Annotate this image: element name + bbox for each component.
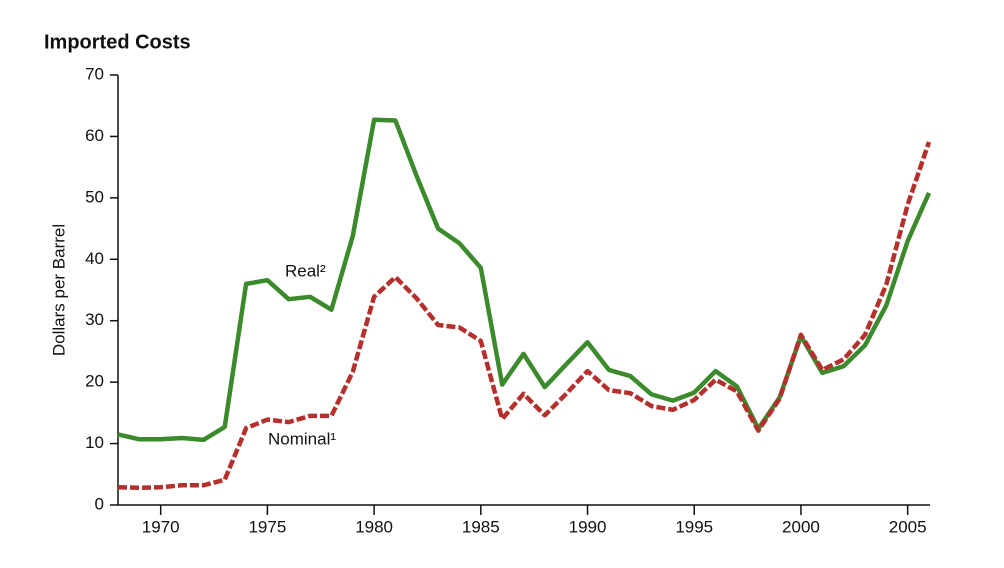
x-tick-label: 2000 (782, 517, 820, 536)
x-tick-label: 2005 (889, 517, 927, 536)
y-tick-label: 0 (95, 494, 104, 513)
x-tick-label: 1990 (569, 517, 607, 536)
series-label: Real² (285, 261, 326, 280)
y-tick-label: 20 (85, 372, 104, 391)
chart-title: Imported Costs (44, 31, 191, 53)
y-tick-label: 30 (85, 310, 104, 329)
x-tick-label: 1995 (675, 517, 713, 536)
y-tick-label: 10 (85, 433, 104, 452)
x-tick-label: 1970 (142, 517, 180, 536)
series-label: Nominal¹ (268, 429, 336, 448)
x-tick-label: 1975 (248, 517, 286, 536)
y-tick-label: 70 (85, 64, 104, 83)
y-tick-label: 40 (85, 249, 104, 268)
y-axis-label: Dollars per Barrel (49, 224, 68, 356)
x-tick-label: 1980 (355, 517, 393, 536)
line-series (117, 141, 932, 491)
y-tick-label: 50 (85, 187, 104, 206)
y-tick-label: 60 (85, 126, 104, 145)
x-tick-label: 1985 (462, 517, 500, 536)
